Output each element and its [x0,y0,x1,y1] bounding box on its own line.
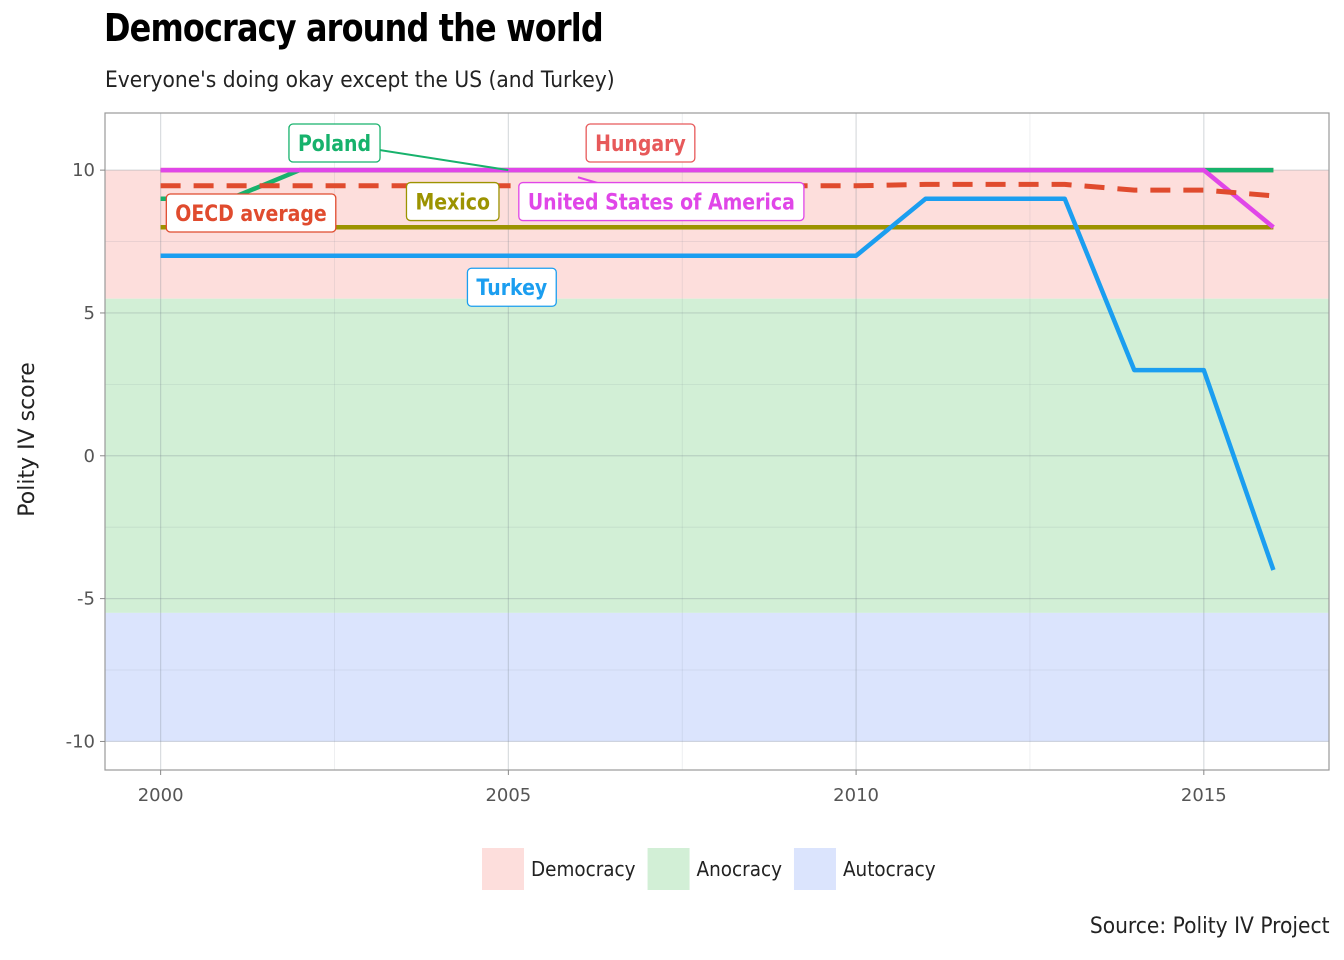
y-axis-ticks: -10 -5 0 5 10 [66,160,105,752]
label-box [585,123,696,163]
series-lines [160,167,1276,571]
grid-lines [105,113,1329,770]
y-tick-label: -10 [66,731,95,752]
label-text: Hungary [595,131,686,157]
legend-item-anocracy: Anocracy [647,848,782,890]
label-text: Turkey [476,275,547,301]
legend-key [647,848,690,890]
label-text: Mexico [415,189,490,215]
source-caption: Source: Polity IV Project [1090,914,1330,939]
label-poland: Poland [288,123,509,172]
x-tick-label: 2010 [833,785,879,806]
x-tick-label: 2000 [138,785,184,806]
legend-item-autocracy: Autocracy [793,848,936,890]
y-axis-label: Polity IV score [15,362,40,516]
band-autocracy [105,612,1329,742]
legend-key [793,848,836,890]
label-box [518,181,805,222]
label-text: Poland [298,131,371,157]
series-line-oecd-average [160,181,1274,199]
label-text: United States of America [528,189,795,215]
y-tick-label: 10 [72,160,95,181]
label-hungary: Hungary [585,123,696,163]
legend-item-democracy: Democracy [482,848,636,890]
label-box [405,181,500,222]
panel-border [104,112,1330,771]
label-box [165,193,337,233]
legend-label: Democracy [531,857,636,881]
chart-subtitle: Everyone's doing okay except the US (and… [105,68,615,93]
y-tick-label: 5 [84,303,95,324]
label-text: OECD average [175,201,326,227]
label-oecd-average: OECD average [165,193,337,233]
y-tick-label: -5 [77,589,95,610]
y-tick-label: 0 [84,446,95,467]
x-tick-label: 2005 [485,785,531,806]
legend: Democracy Anocracy Autocracy [482,848,936,890]
series-line-united-states-of-america [160,167,1275,230]
legend-label: Anocracy [697,857,782,881]
chart-title: Democracy around the world [104,6,604,50]
legend-key [482,848,524,890]
label-mexico: Mexico [405,181,500,222]
label-box [288,123,381,163]
series-labels: Poland Hungary Mexico United States of Amer… [165,123,805,307]
x-tick-label: 2015 [1181,785,1227,806]
label-turkey: Turkey [466,267,557,307]
label-box [466,267,557,307]
legend-label: Autocracy [843,857,936,881]
series-line-turkey [160,196,1276,571]
x-axis-ticks: 2000 2005 2010 2015 [138,770,1227,806]
label-united-states-of-america: United States of America [518,176,805,222]
